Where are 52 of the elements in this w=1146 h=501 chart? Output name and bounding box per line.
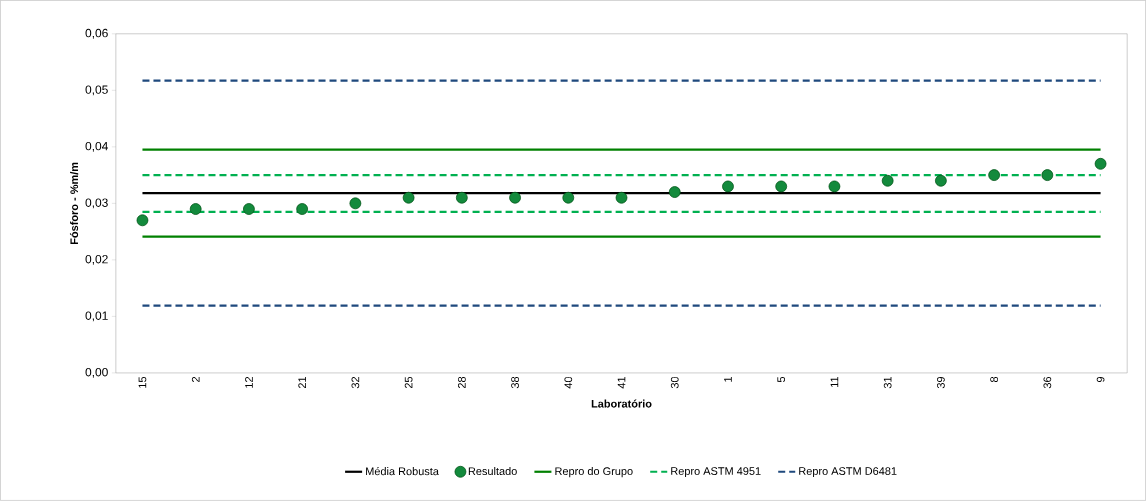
point — [402, 191, 415, 204]
x-tick-label: 11 — [830, 377, 839, 388]
x-tick-label: 5 — [777, 377, 786, 383]
y-tick-label: 0,04 — [85, 142, 108, 152]
legend-label: Média Robusta — [366, 467, 439, 476]
point — [775, 180, 788, 193]
x-tick-label: 9 — [1096, 377, 1105, 383]
y-axis-title: Fósforo - %m/m — [69, 162, 79, 245]
x-tick-label: 25 — [404, 377, 413, 389]
legend-label: Repro ASTM D6481 — [799, 467, 897, 478]
x-tick-label: 41 — [617, 377, 626, 389]
x-tick-label: 28 — [457, 377, 466, 389]
y-tick-label: 0,05 — [85, 85, 108, 96]
x-tick-label: 1 — [724, 377, 732, 382]
point — [828, 180, 841, 193]
x-tick-label: 30 — [670, 376, 679, 389]
point — [935, 175, 947, 187]
point — [668, 186, 681, 199]
legend-label: Repro do Grupo — [555, 467, 633, 478]
x-tick-label: 2 — [191, 377, 200, 383]
y-tick-label: 0,03 — [85, 198, 108, 209]
x-tick-label: 15 — [138, 377, 147, 388]
point — [296, 203, 308, 215]
x-tick-label: 31 — [883, 377, 892, 389]
x-tick-label: 36 — [1043, 377, 1052, 389]
x-tick-label: 32 — [351, 377, 360, 389]
y-tick-label: 0,01 — [85, 311, 108, 322]
y-tick-label: 0,00 — [85, 368, 108, 378]
point — [509, 191, 521, 204]
point — [1094, 158, 1107, 170]
point — [1041, 169, 1054, 182]
point — [722, 180, 734, 193]
x-tick-label: 39 — [937, 377, 945, 389]
x-tick-label: 40 — [564, 376, 573, 389]
x-tick-label: 38 — [511, 377, 519, 389]
point — [562, 191, 575, 204]
point — [189, 203, 202, 215]
legend-label: Repro ASTM 4951 — [671, 467, 761, 478]
point — [243, 203, 255, 215]
point — [455, 191, 468, 204]
x-tick-label: 8 — [990, 377, 998, 383]
point — [349, 197, 362, 210]
y-tick-label: 0,06 — [85, 28, 108, 39]
point — [136, 214, 149, 227]
x-tick-label: 12 — [245, 377, 253, 388]
point — [988, 169, 1000, 182]
x-axis-title: Laboratório — [591, 399, 652, 408]
x-tick-label: 21 — [298, 377, 306, 389]
point — [881, 175, 894, 187]
legend-label: Resultado — [468, 467, 517, 476]
y-tick-label: 0,02 — [85, 255, 108, 265]
point — [615, 191, 628, 204]
